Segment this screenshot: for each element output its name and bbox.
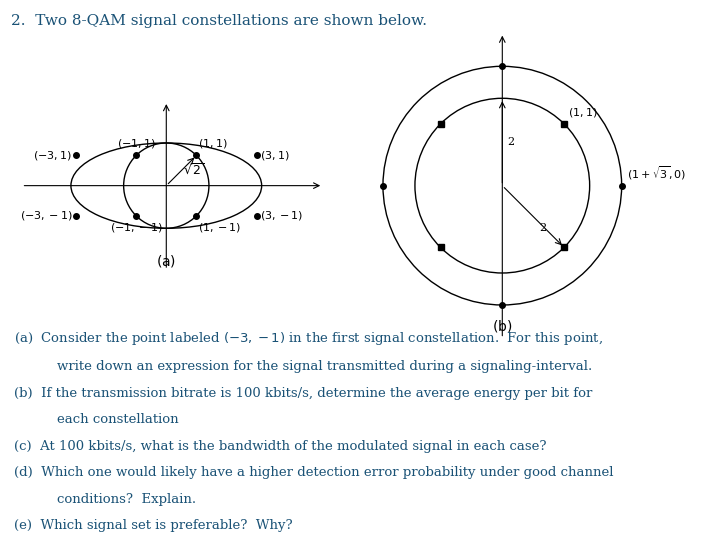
- Text: $(-3,-1)$: $(-3,-1)$: [19, 209, 73, 222]
- Text: 2.  Two 8-QAM signal constellations are shown below.: 2. Two 8-QAM signal constellations are s…: [11, 14, 426, 28]
- Text: $(-3,1)$: $(-3,1)$: [33, 149, 73, 162]
- Text: $(\mathrm{b})$: $(\mathrm{b})$: [492, 318, 513, 334]
- Text: $(\mathrm{a})$: $(\mathrm{a})$: [157, 253, 177, 269]
- Text: $(-1,-1)$: $(-1,-1)$: [110, 221, 162, 234]
- Text: (a)  Consider the point labeled $(-3, -1)$ in the first signal constellation.  F: (a) Consider the point labeled $(-3, -1)…: [14, 330, 603, 347]
- Text: $(1+\sqrt{3},0)$: $(1+\sqrt{3},0)$: [627, 164, 686, 182]
- Text: $\sqrt{2}$: $\sqrt{2}$: [183, 163, 204, 178]
- Text: conditions?  Explain.: conditions? Explain.: [57, 493, 197, 506]
- Text: (d)  Which one would likely have a higher detection error probability under good: (d) Which one would likely have a higher…: [14, 466, 614, 479]
- Text: write down an expression for the signal transmitted during a signaling-interval.: write down an expression for the signal …: [57, 360, 592, 373]
- Text: $(-1,1)$: $(-1,1)$: [116, 137, 156, 150]
- Text: (e)  Which signal set is preferable?  Why?: (e) Which signal set is preferable? Why?: [14, 519, 293, 532]
- Text: each constellation: each constellation: [57, 413, 179, 426]
- Text: 2: 2: [508, 137, 515, 147]
- Text: (b)  If the transmission bitrate is 100 kbits/s, determine the average energy pe: (b) If the transmission bitrate is 100 k…: [14, 387, 593, 400]
- Text: $(3,1)$: $(3,1)$: [261, 149, 290, 162]
- Text: $(1,1)$: $(1,1)$: [198, 137, 228, 150]
- Text: $(1,1)$: $(1,1)$: [569, 106, 598, 120]
- Text: 2: 2: [539, 223, 546, 233]
- Text: $(1,-1)$: $(1,-1)$: [198, 221, 241, 234]
- Text: $(3,-1)$: $(3,-1)$: [261, 209, 304, 222]
- Text: (c)  At 100 kbits/s, what is the bandwidth of the modulated signal in each case?: (c) At 100 kbits/s, what is the bandwidt…: [14, 440, 547, 453]
